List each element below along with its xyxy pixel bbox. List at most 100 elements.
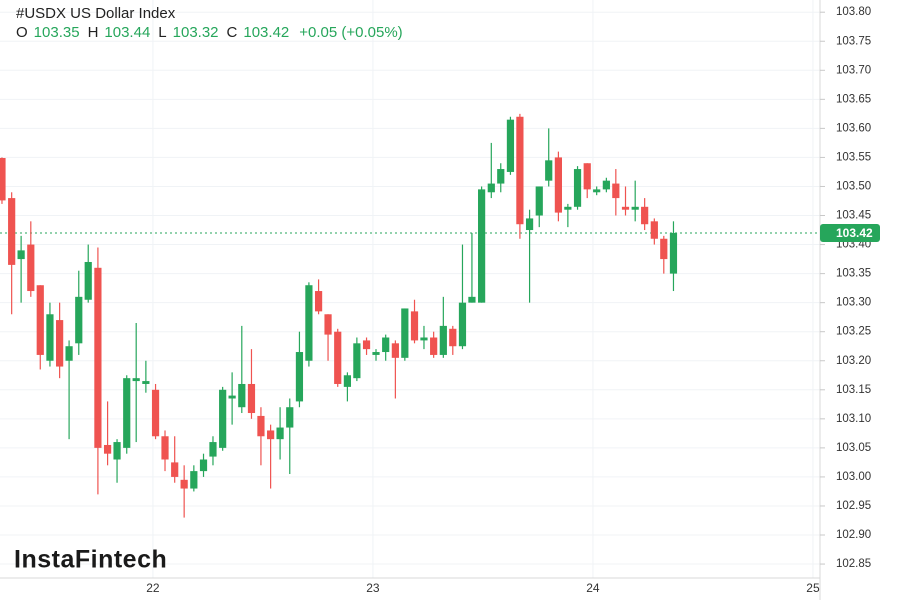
y-tick-label: 103.55 — [836, 151, 871, 163]
candle-body — [554, 157, 563, 213]
y-tick-label: 102.90 — [836, 529, 871, 541]
candle-body — [142, 381, 150, 384]
y-tick-label: 103.65 — [836, 93, 871, 105]
candle-body — [382, 337, 390, 353]
y-tick-label: 103.00 — [836, 471, 871, 483]
candle-body — [17, 250, 25, 260]
candle-body — [564, 206, 572, 210]
candle-body — [516, 116, 524, 225]
candle-body — [190, 471, 198, 489]
ohlc-label: C — [227, 24, 238, 41]
candle-body — [295, 352, 304, 402]
ohlc-value: 103.42 — [243, 24, 289, 41]
y-tick-label: 103.45 — [836, 210, 871, 222]
candle-body — [487, 183, 495, 193]
candle-body — [267, 430, 275, 440]
y-tick-label: 103.20 — [836, 355, 871, 367]
candle-body — [439, 325, 447, 355]
ohlc-label: L — [158, 24, 166, 41]
candle-body — [420, 337, 428, 341]
candle-body — [612, 183, 620, 199]
change: +0.05 (+0.05%) — [299, 24, 402, 41]
candle-body — [641, 206, 649, 225]
y-tick-label: 103.30 — [836, 297, 871, 309]
candle-body — [449, 328, 457, 347]
candle-body — [84, 261, 92, 300]
candle-body — [46, 314, 54, 361]
y-tick-label: 103.15 — [836, 384, 871, 396]
candle-body — [468, 296, 476, 303]
candle-body — [573, 169, 582, 207]
candle-body — [430, 337, 438, 355]
candle-body — [132, 378, 140, 382]
price-label-bg — [820, 223, 880, 242]
y-tick-label: 103.75 — [836, 35, 871, 47]
candle-body — [180, 479, 188, 489]
candle-body — [324, 314, 332, 335]
candle-body — [238, 383, 246, 408]
candle-body — [410, 311, 419, 341]
candle-body — [56, 320, 64, 367]
candle-body — [276, 427, 284, 440]
candle-body — [353, 343, 361, 379]
candle-body — [103, 444, 112, 454]
candle-body — [151, 389, 160, 437]
ohlc-legend: O 103.35 H 103.44 L 103.32 C 103.42 +0.05 (+0.05… — [16, 24, 403, 41]
candle-body — [621, 206, 630, 210]
x-tick-label: 23 — [366, 581, 380, 595]
x-tick-label: 25 — [806, 581, 820, 595]
candle-body — [75, 296, 83, 344]
candle-body — [161, 436, 169, 460]
y-tick-label: 102.95 — [836, 500, 871, 512]
candle-body — [257, 415, 265, 437]
candle-body — [650, 221, 658, 239]
ohlc-label: O — [16, 24, 28, 41]
candle-body — [334, 331, 342, 384]
candle-body — [286, 407, 294, 428]
candle-body — [27, 244, 35, 292]
candle-body — [545, 160, 553, 181]
y-tick-label: 103.35 — [836, 268, 871, 280]
candle-body — [593, 189, 601, 193]
y-tick-label: 103.80 — [836, 6, 871, 18]
candles — [0, 113, 678, 518]
candle-body — [535, 186, 543, 216]
y-tick-label: 102.85 — [836, 558, 871, 570]
candle-body — [602, 180, 610, 190]
candle-body — [123, 378, 131, 448]
y-tick-label: 103.70 — [836, 64, 871, 76]
candle-body — [314, 291, 323, 312]
ohlc-value: 103.44 — [104, 24, 150, 41]
candle-body — [36, 285, 44, 355]
y-tick-label: 103.05 — [836, 442, 871, 454]
ohlc-label: H — [88, 24, 99, 41]
candle-body — [228, 395, 236, 399]
candle-body — [478, 189, 486, 303]
axis-labels: 102.85 102.90 102.95 103.00 103.05 103.10 103.… — [146, 6, 880, 595]
y-tick-label: 103.60 — [836, 122, 871, 134]
candle-body — [219, 389, 227, 448]
watermark: InstaFintech — [14, 546, 167, 574]
ohlc-value: 103.35 — [34, 24, 80, 41]
candle-body — [343, 375, 352, 387]
candle-body — [497, 169, 505, 184]
price-label: 103.42 — [836, 226, 873, 240]
x-tick-label: 24 — [586, 581, 600, 595]
candle-body — [401, 308, 409, 358]
candle-body — [94, 267, 102, 448]
candle-body — [305, 285, 313, 361]
candle-body — [171, 462, 179, 477]
candle-body — [391, 343, 399, 358]
candle-body — [506, 119, 515, 172]
y-tick-label: 103.50 — [836, 181, 871, 193]
candle-body — [583, 163, 591, 190]
candle-body — [247, 383, 256, 414]
candle-body — [362, 340, 371, 350]
candle-body — [8, 198, 16, 265]
candle-body — [199, 459, 208, 472]
candle-body — [0, 158, 6, 201]
candle-body — [660, 238, 668, 260]
candle-body — [525, 218, 534, 231]
candle-body — [458, 302, 467, 347]
